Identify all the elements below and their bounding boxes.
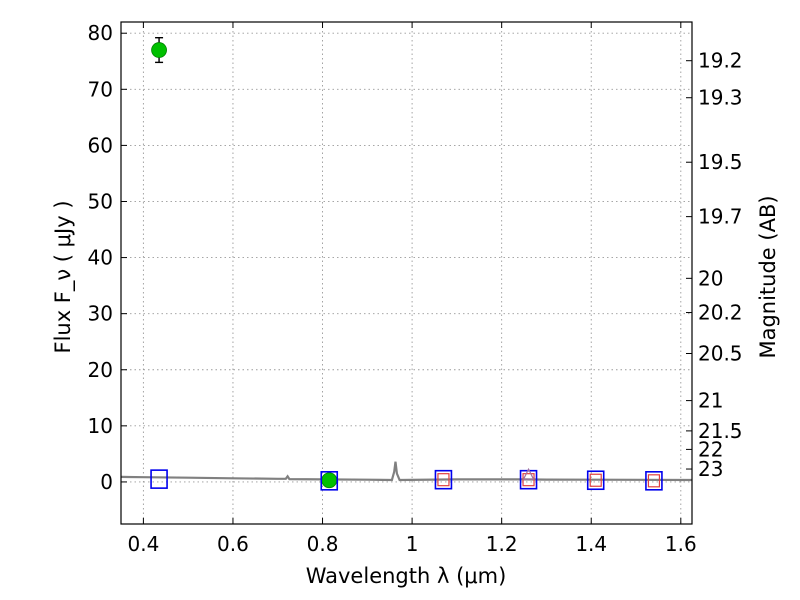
ticks: 0.4 0.6 0.8 1 1.2 1.4 1.6 0 10 20 30 40 50 60 70 80 19.2… bbox=[88, 21, 743, 556]
right-tick-label: 19.5 bbox=[698, 150, 743, 174]
right-tick-label: 21 bbox=[698, 389, 723, 413]
x-tick-label: 0.4 bbox=[127, 532, 159, 556]
right-tick-label: 22 bbox=[698, 437, 723, 461]
grid bbox=[121, 22, 692, 524]
x-tick-label: 0.6 bbox=[217, 532, 249, 556]
x-tick-label: 1.4 bbox=[575, 532, 607, 556]
right-tick-label: 23 bbox=[698, 457, 723, 481]
small-square-point bbox=[647, 474, 661, 488]
y-tick-label: 30 bbox=[88, 302, 113, 326]
right-tick-label: 20 bbox=[698, 266, 723, 290]
small-square-point bbox=[589, 473, 602, 487]
y-tick-label: 10 bbox=[88, 414, 113, 438]
right-tick-label: 20.2 bbox=[698, 301, 743, 325]
data-series bbox=[120, 37, 693, 491]
x-tick-label: 1 bbox=[406, 532, 419, 556]
y-axis-label: Flux F_ν ( μJy ) bbox=[51, 200, 76, 353]
x-axis-label: Wavelength λ (μm) bbox=[306, 564, 507, 588]
x-tick-label: 0.8 bbox=[307, 532, 339, 556]
square-point bbox=[586, 470, 605, 491]
square-point bbox=[434, 469, 453, 490]
triangle-point bbox=[522, 467, 535, 480]
square-point bbox=[150, 469, 168, 489]
right-tick-label: 19.2 bbox=[698, 49, 743, 73]
square-point bbox=[645, 471, 663, 491]
right-tick-label: 19.3 bbox=[698, 86, 743, 110]
circle-point bbox=[151, 42, 167, 58]
x-tick-label: 1.6 bbox=[665, 532, 697, 556]
small-square-point bbox=[437, 473, 450, 487]
right-tick-label: 21.5 bbox=[698, 419, 743, 443]
square-point bbox=[320, 471, 339, 491]
square-point bbox=[519, 469, 538, 490]
spectrum-line bbox=[120, 461, 693, 482]
y-tick-label: 70 bbox=[88, 77, 113, 101]
y-tick-label: 40 bbox=[88, 246, 113, 270]
x-tick-label: 1.2 bbox=[486, 532, 518, 556]
y-tick-label: 20 bbox=[88, 358, 113, 382]
y-tick-label: 50 bbox=[88, 189, 113, 213]
circle-point bbox=[321, 472, 338, 489]
right-tick-label: 20.5 bbox=[698, 341, 743, 365]
y-tick-label: 0 bbox=[100, 470, 113, 494]
y-tick-label: 80 bbox=[88, 21, 113, 45]
plot-frame bbox=[120, 21, 693, 525]
y-tick-label: 60 bbox=[88, 133, 113, 157]
right-tick-label: 19.7 bbox=[698, 205, 743, 229]
right-axis-label: Magnitude (AB) bbox=[756, 195, 780, 358]
